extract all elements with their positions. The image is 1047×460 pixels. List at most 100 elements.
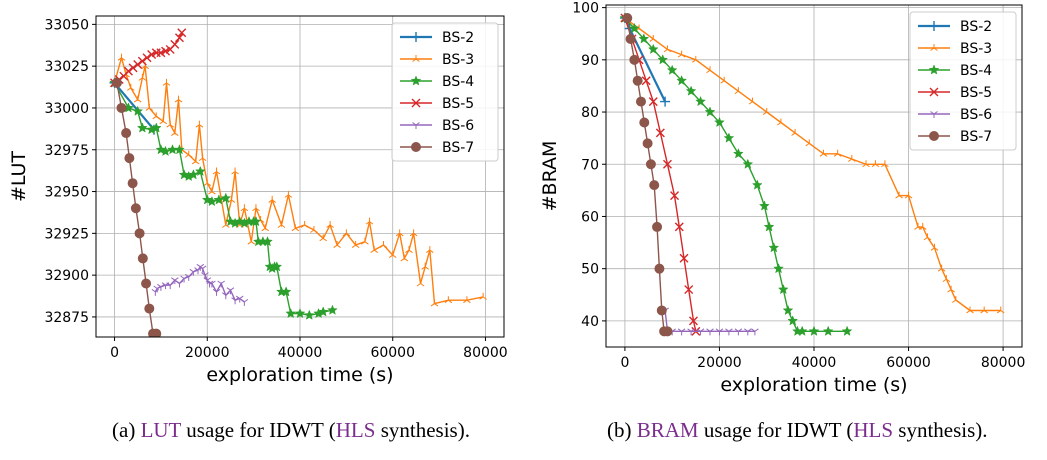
y-tick-label: 80 bbox=[581, 105, 599, 121]
caption-a-mid: usage for IDWT ( bbox=[181, 418, 336, 442]
data-point-bs-3 bbox=[848, 155, 856, 162]
data-point-bs-3 bbox=[126, 83, 135, 91]
x-tick-label: 20000 bbox=[697, 355, 742, 371]
data-point-bs-5 bbox=[655, 128, 665, 138]
data-point-bs-7 bbox=[124, 153, 135, 164]
legend-label-bs-3: BS-3 bbox=[960, 41, 992, 57]
data-point-bs-3 bbox=[904, 191, 913, 199]
data-point-bs-3 bbox=[395, 229, 404, 237]
data-point-bs-3 bbox=[930, 243, 939, 251]
caption-a-prefix: (a) bbox=[112, 418, 141, 442]
data-point-bs-5 bbox=[137, 56, 147, 66]
data-point-bs-6 bbox=[217, 280, 225, 288]
data-point-bs-3 bbox=[342, 229, 351, 237]
data-point-bs-5 bbox=[128, 63, 138, 73]
data-point-bs-4 bbox=[280, 286, 292, 297]
data-point-bs-4 bbox=[271, 261, 283, 272]
data-point-bs-4 bbox=[327, 304, 338, 315]
x-tick-label: 80000 bbox=[463, 345, 508, 361]
data-point-bs-7 bbox=[137, 253, 148, 264]
data-point-bs-3 bbox=[365, 217, 374, 225]
data-point-bs-7 bbox=[642, 138, 653, 149]
legend-box bbox=[391, 22, 499, 162]
data-point-bs-4 bbox=[773, 263, 784, 274]
data-point-bs-6 bbox=[198, 265, 207, 273]
caption-b-term-hls[interactable]: HLS bbox=[853, 418, 894, 442]
legend-label-bs-5: BS-5 bbox=[960, 85, 992, 101]
caption-b-term-bram[interactable]: BRAM bbox=[636, 418, 699, 442]
data-point-bs-3 bbox=[942, 275, 951, 283]
x-tick-label: 40000 bbox=[278, 345, 323, 361]
data-point-bs-4 bbox=[742, 158, 754, 169]
data-point-bs-4 bbox=[723, 132, 735, 143]
data-point-bs-5 bbox=[123, 66, 133, 76]
data-point-bs-3 bbox=[833, 149, 842, 157]
x-tick-label: 40000 bbox=[792, 355, 837, 371]
data-point-bs-3 bbox=[748, 97, 757, 105]
data-point-bs-3 bbox=[918, 222, 927, 230]
data-point-bs-6 bbox=[687, 328, 695, 336]
data-point-bs-3 bbox=[261, 224, 270, 232]
data-point-bs-4 bbox=[647, 43, 659, 54]
data-point-bs-5 bbox=[641, 76, 651, 86]
x-axis-label: exploration time (s) bbox=[720, 374, 907, 396]
data-point-bs-3 bbox=[319, 234, 327, 242]
x-tick-label: 80000 bbox=[981, 355, 1026, 371]
data-point-bs-4 bbox=[777, 283, 789, 295]
data-point-bs-6 bbox=[180, 275, 188, 283]
data-point-bs-6 bbox=[166, 282, 174, 290]
x-tick-label: 60000 bbox=[886, 355, 931, 371]
x-axis-label: exploration time (s) bbox=[206, 364, 393, 386]
data-point-bs-3 bbox=[426, 246, 434, 253]
data-point-bs-6 bbox=[171, 277, 179, 285]
x-tick-label: 0 bbox=[620, 355, 629, 371]
y-axis-label: #LUT bbox=[8, 151, 30, 202]
data-point-bs-3 bbox=[166, 120, 174, 128]
data-point-bs-4 bbox=[160, 145, 171, 157]
data-point-bs-5 bbox=[174, 33, 184, 43]
data-point-bs-4 bbox=[285, 307, 297, 319]
data-point-bs-7 bbox=[635, 96, 646, 107]
data-point-bs-3 bbox=[184, 150, 193, 158]
caption-b-prefix: (b) bbox=[607, 418, 637, 442]
data-point-bs-6 bbox=[231, 297, 239, 305]
data-point-bs-7 bbox=[121, 128, 132, 139]
caption-a-term-lut[interactable]: LUT bbox=[140, 418, 182, 442]
data-point-bs-3 bbox=[191, 157, 200, 165]
data-point-bs-5 bbox=[670, 191, 680, 201]
data-point-bs-3 bbox=[966, 306, 974, 314]
data-point-bs-3 bbox=[980, 306, 988, 314]
data-point-bs-4 bbox=[758, 200, 770, 211]
data-point-bs-7 bbox=[141, 278, 152, 289]
y-tick-label: 32900 bbox=[44, 268, 89, 284]
data-point-bs-3 bbox=[284, 190, 293, 198]
data-point-bs-3 bbox=[996, 306, 1005, 314]
data-point-bs-3 bbox=[379, 241, 388, 248]
y-tick-label: 32925 bbox=[44, 226, 89, 242]
legend-marker-bs-7 bbox=[929, 131, 939, 141]
data-point-bs-3 bbox=[117, 53, 126, 61]
data-point-bs-3 bbox=[388, 251, 397, 258]
data-point-bs-4 bbox=[628, 22, 640, 34]
data-point-bs-4 bbox=[822, 325, 834, 336]
data-point-bs-7 bbox=[639, 117, 650, 128]
data-point-bs-6 bbox=[677, 328, 686, 336]
chart-lut: 0 20000 40000 60000 80000 32875 32900 32925 3295… bbox=[8, 15, 508, 386]
data-point-bs-3 bbox=[947, 285, 955, 293]
legend-label-bs-4: BS-4 bbox=[960, 63, 992, 79]
data-point-bs-6 bbox=[222, 292, 230, 300]
data-point-bs-3 bbox=[952, 296, 960, 303]
legend-marker-bs-5 bbox=[929, 87, 939, 97]
legend-label-bs-6: BS-6 bbox=[960, 107, 992, 123]
data-point-bs-3 bbox=[677, 50, 686, 58]
data-point-bs-3 bbox=[430, 299, 439, 307]
data-point-bs-4 bbox=[187, 169, 199, 180]
data-point-bs-3 bbox=[791, 128, 799, 136]
caption-a-term-hls[interactable]: HLS bbox=[335, 418, 376, 442]
data-point-bs-3 bbox=[881, 160, 889, 168]
legend-marker-bs-5 bbox=[411, 98, 421, 108]
data-point-bs-4 bbox=[676, 75, 688, 86]
data-point-bs-4 bbox=[234, 215, 246, 227]
data-point-bs-6 bbox=[696, 328, 705, 336]
data-point-bs-7 bbox=[134, 228, 145, 239]
